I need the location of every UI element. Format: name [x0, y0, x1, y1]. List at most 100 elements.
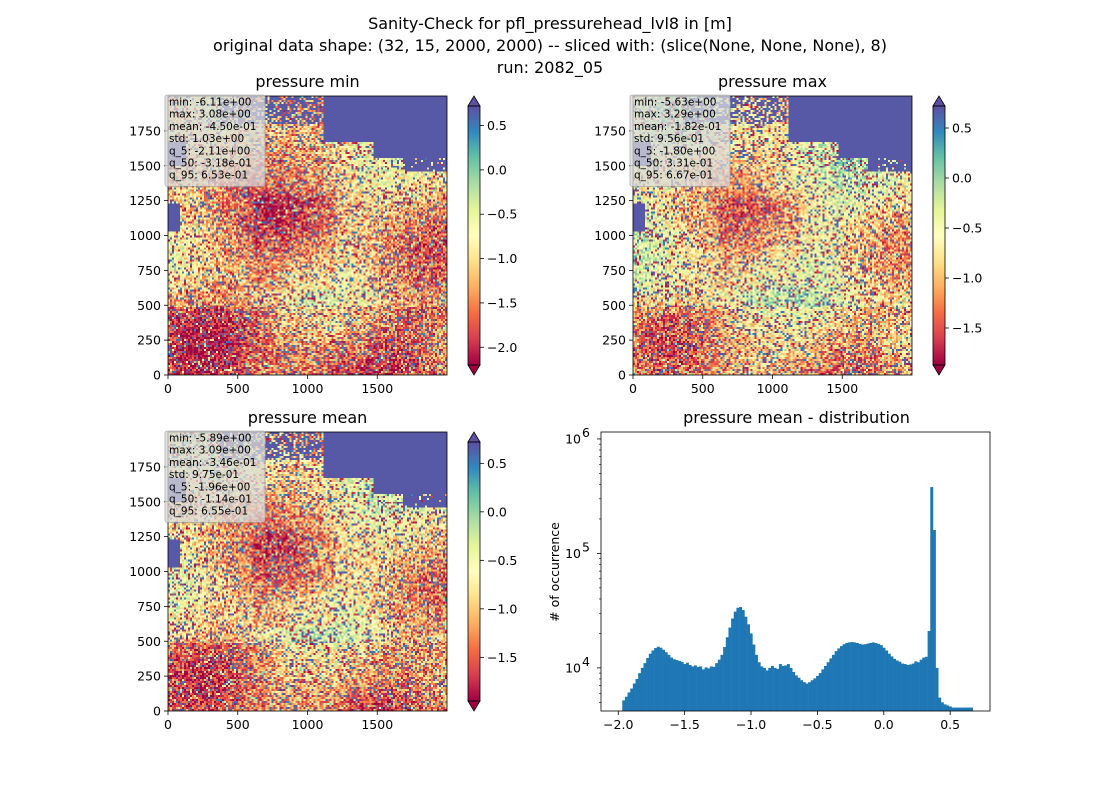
x-tick-label: 0.0 [874, 717, 894, 732]
histogram-bar [797, 677, 801, 711]
histogram-bar [659, 647, 663, 711]
y-tick-label-exponent: 6 [582, 425, 590, 440]
histogram-bar [850, 642, 854, 711]
colorbar-tick-label: 0.5 [487, 456, 507, 471]
histogram-bar [855, 642, 859, 711]
colorbar-frame [467, 441, 481, 702]
histogram-bar [885, 650, 889, 711]
histogram-bar [964, 707, 968, 711]
stats-line: std: 9.75e-01 [169, 469, 239, 481]
colorbar-frame [932, 105, 946, 366]
histogram-bar [874, 642, 878, 711]
x-tick-label: 1000 [292, 717, 324, 732]
histogram-bar [651, 650, 655, 711]
colorbar-tick-label: −2.0 [487, 340, 517, 355]
y-tick-label: 1250 [129, 529, 161, 544]
histogram-bar [871, 642, 875, 711]
histogram-bar [656, 646, 660, 711]
suptitle-line-1: Sanity-Check for pfl_pressurehead_lvl8 i… [368, 14, 732, 34]
histogram-bar [866, 643, 870, 711]
y-tick-label: 0 [153, 368, 161, 383]
histogram-bar [794, 675, 798, 711]
histogram-bar [800, 680, 804, 711]
histogram-bar [935, 667, 939, 711]
x-tick-label: −2.0 [603, 717, 633, 732]
histogram-bar [654, 648, 658, 711]
x-tick-label: 0 [164, 717, 172, 732]
y-tick-label: 1500 [129, 158, 161, 173]
colorbar-extend-max [467, 431, 481, 443]
histogram-bar [744, 616, 748, 711]
stats-line: max: 3.08e+00 [169, 109, 251, 121]
x-tick-label: 1000 [757, 381, 789, 396]
histogram-bar [781, 665, 785, 711]
y-tick-label-base: 10 [565, 660, 581, 675]
x-tick-label: 500 [226, 381, 250, 396]
histogram-bar [704, 667, 708, 711]
y-tick-label: 1000 [594, 228, 626, 243]
histogram-bar [901, 663, 905, 711]
histogram-bar [895, 660, 899, 711]
histogram-bar [707, 668, 711, 711]
histogram-bar [622, 700, 626, 711]
histogram-bar [916, 662, 920, 711]
histogram-bar [723, 647, 727, 711]
histogram-title: pressure mean - distribution [683, 408, 910, 427]
histogram-bar [678, 660, 681, 711]
stats-line: q_5: -2.11e+00 [169, 145, 250, 157]
histogram-bar [956, 707, 960, 711]
y-tick-label: 1250 [594, 193, 626, 208]
histogram-bar [733, 611, 737, 711]
stats-line: mean: -1.82e-01 [634, 121, 721, 133]
colorbar-tick-label: −0.5 [487, 207, 517, 222]
histogram-bar [717, 659, 721, 711]
map-title: pressure min [255, 72, 359, 91]
x-tick-label: 0 [629, 381, 637, 396]
stats-line: max: 3.09e+00 [169, 445, 251, 457]
histogram-bar [731, 618, 735, 711]
y-tick-label: 0 [618, 368, 626, 383]
histogram-bar [940, 702, 944, 711]
y-tick-label: 0 [153, 704, 161, 719]
map-title: pressure max [718, 72, 827, 91]
histogram-bar [693, 665, 697, 711]
colorbar-tick-label: −1.5 [487, 650, 517, 665]
histogram-bar [630, 688, 634, 711]
histogram-bar [948, 706, 952, 711]
histogram-bar [853, 642, 857, 711]
histogram-bar [640, 667, 644, 711]
histogram-bar [643, 663, 647, 711]
histogram-bar [792, 672, 796, 711]
histogram-bar [624, 696, 628, 711]
histogram-bar [911, 663, 915, 711]
histogram-bar [879, 645, 883, 711]
map-panel-pressure-min: pressure min 0 500 1000 1500 0 250 500 750 1000 1… [129, 72, 517, 396]
histogram-bar [688, 664, 692, 711]
histogram-bar [887, 653, 891, 711]
histogram-panel: pressure mean - distribution # of occurr… [547, 408, 991, 732]
stats-box [164, 94, 266, 187]
histogram-bar [903, 664, 907, 711]
histogram-bar [784, 665, 788, 711]
histogram-bar [709, 666, 713, 711]
histogram-bar [786, 664, 790, 711]
stats-line: q_50: -3.18e-01 [169, 158, 252, 170]
colorbar-tick-label: −0.5 [487, 553, 517, 568]
histogram-bar [919, 659, 923, 711]
histogram-bar [667, 654, 671, 711]
colorbar-extend-min [932, 364, 946, 376]
y-tick-label: 750 [137, 599, 161, 614]
histogram-bar [813, 678, 817, 711]
histogram-bar [837, 648, 841, 711]
histogram-bar [662, 649, 666, 711]
histogram-bar [768, 667, 772, 711]
histogram-bar [755, 654, 758, 711]
histogram-bar [847, 642, 851, 711]
histogram-bar [893, 658, 897, 711]
stats-line: min: -6.11e+00 [169, 97, 251, 109]
histogram-bar [648, 653, 652, 711]
histogram-bar [778, 664, 782, 711]
histogram-bar [685, 662, 689, 711]
histogram-bar [675, 660, 679, 711]
colorbar [468, 442, 480, 701]
